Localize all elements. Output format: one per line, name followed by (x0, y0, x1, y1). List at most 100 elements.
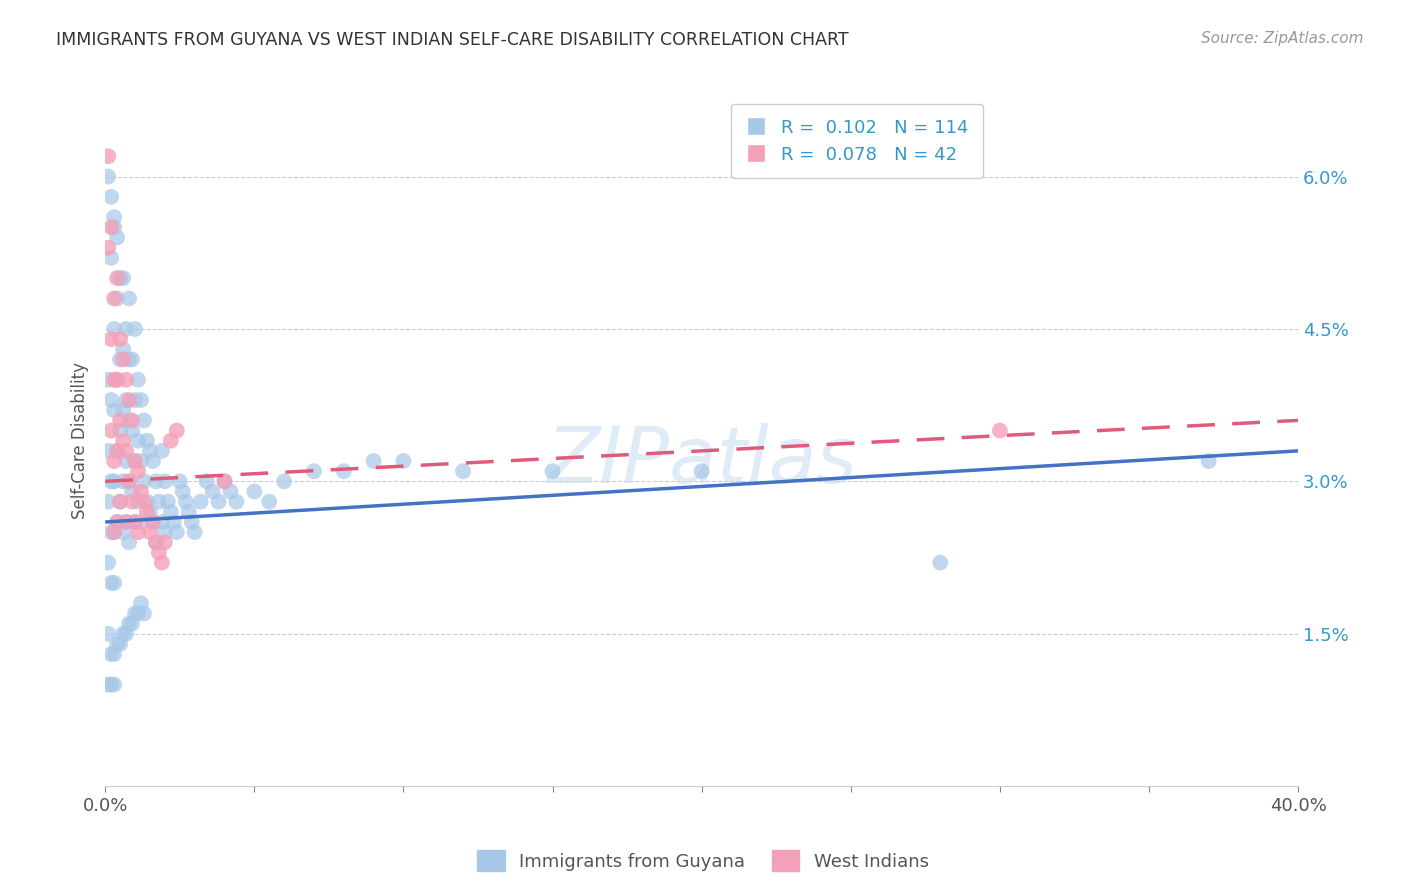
Point (451, 464, 474, 478)
Point (180, 515, 202, 529)
Point (363, 454, 385, 468)
Point (129, 515, 152, 529)
Point (142, 454, 165, 468)
Point (112, 352, 135, 367)
Point (132, 607, 155, 621)
Point (103, 454, 125, 468)
Point (105, 637, 128, 651)
Point (115, 373, 138, 387)
Point (103, 475, 125, 489)
Point (121, 424, 143, 438)
Point (108, 494, 131, 508)
Point (207, 494, 229, 508)
Point (124, 515, 146, 529)
Point (118, 475, 141, 489)
Point (257, 494, 280, 508)
Point (118, 535, 141, 549)
Point (121, 352, 143, 367)
Point (112, 271, 135, 285)
Point (97, 443, 120, 458)
Point (97, 241, 120, 255)
Point (100, 647, 122, 661)
Point (115, 515, 138, 529)
Point (115, 443, 138, 458)
Point (105, 373, 128, 387)
Point (166, 424, 188, 438)
Point (97, 677, 120, 691)
Point (136, 494, 159, 508)
Point (150, 556, 173, 570)
Point (127, 434, 149, 448)
Point (112, 434, 135, 448)
Text: IMMIGRANTS FROM GUYANA VS WEST INDIAN SELF-CARE DISABILITY CORRELATION CHART: IMMIGRANTS FROM GUYANA VS WEST INDIAN SE… (56, 31, 849, 49)
Point (105, 292, 128, 306)
Point (108, 271, 131, 285)
Point (127, 464, 149, 478)
Point (225, 494, 247, 508)
Point (100, 677, 122, 691)
Point (127, 373, 149, 387)
Point (145, 535, 167, 549)
Point (150, 443, 173, 458)
Point (103, 403, 125, 417)
Point (108, 494, 131, 508)
Point (103, 525, 125, 540)
Point (148, 545, 170, 559)
Point (121, 484, 143, 499)
Point (127, 494, 149, 508)
Point (105, 443, 128, 458)
Point (105, 515, 128, 529)
Point (333, 464, 356, 478)
Point (105, 515, 128, 529)
Point (132, 413, 155, 427)
Point (115, 626, 138, 640)
Point (115, 454, 138, 468)
Point (103, 292, 125, 306)
Point (105, 373, 128, 387)
Point (129, 393, 152, 408)
Point (103, 322, 125, 336)
Point (273, 475, 295, 489)
Point (159, 505, 181, 519)
Point (100, 475, 122, 489)
Point (124, 607, 146, 621)
Point (153, 475, 176, 489)
Point (124, 454, 146, 468)
Point (129, 596, 152, 610)
Point (145, 475, 167, 489)
Point (121, 413, 143, 427)
Point (148, 494, 170, 508)
Point (174, 494, 197, 508)
Point (153, 535, 176, 549)
Point (195, 475, 218, 489)
Point (100, 576, 122, 591)
Point (172, 484, 194, 499)
Point (129, 454, 152, 468)
Point (100, 332, 122, 346)
Point (108, 332, 131, 346)
Point (97, 169, 120, 184)
Point (118, 393, 141, 408)
Point (112, 475, 135, 489)
Point (153, 525, 176, 540)
Point (139, 443, 162, 458)
Point (129, 484, 152, 499)
Point (100, 251, 122, 265)
Point (177, 505, 200, 519)
Point (97, 149, 120, 163)
Point (392, 454, 415, 468)
Point (1198, 454, 1220, 468)
Point (97, 373, 120, 387)
Point (124, 322, 146, 336)
Point (97, 626, 120, 640)
Point (159, 434, 181, 448)
Point (145, 535, 167, 549)
Point (142, 515, 165, 529)
Point (108, 413, 131, 427)
Point (100, 424, 122, 438)
Point (100, 220, 122, 235)
Point (690, 464, 713, 478)
Point (118, 292, 141, 306)
Legend: R =  0.102   N = 114, R =  0.078   N = 42: R = 0.102 N = 114, R = 0.078 N = 42 (731, 104, 983, 178)
Point (103, 210, 125, 224)
